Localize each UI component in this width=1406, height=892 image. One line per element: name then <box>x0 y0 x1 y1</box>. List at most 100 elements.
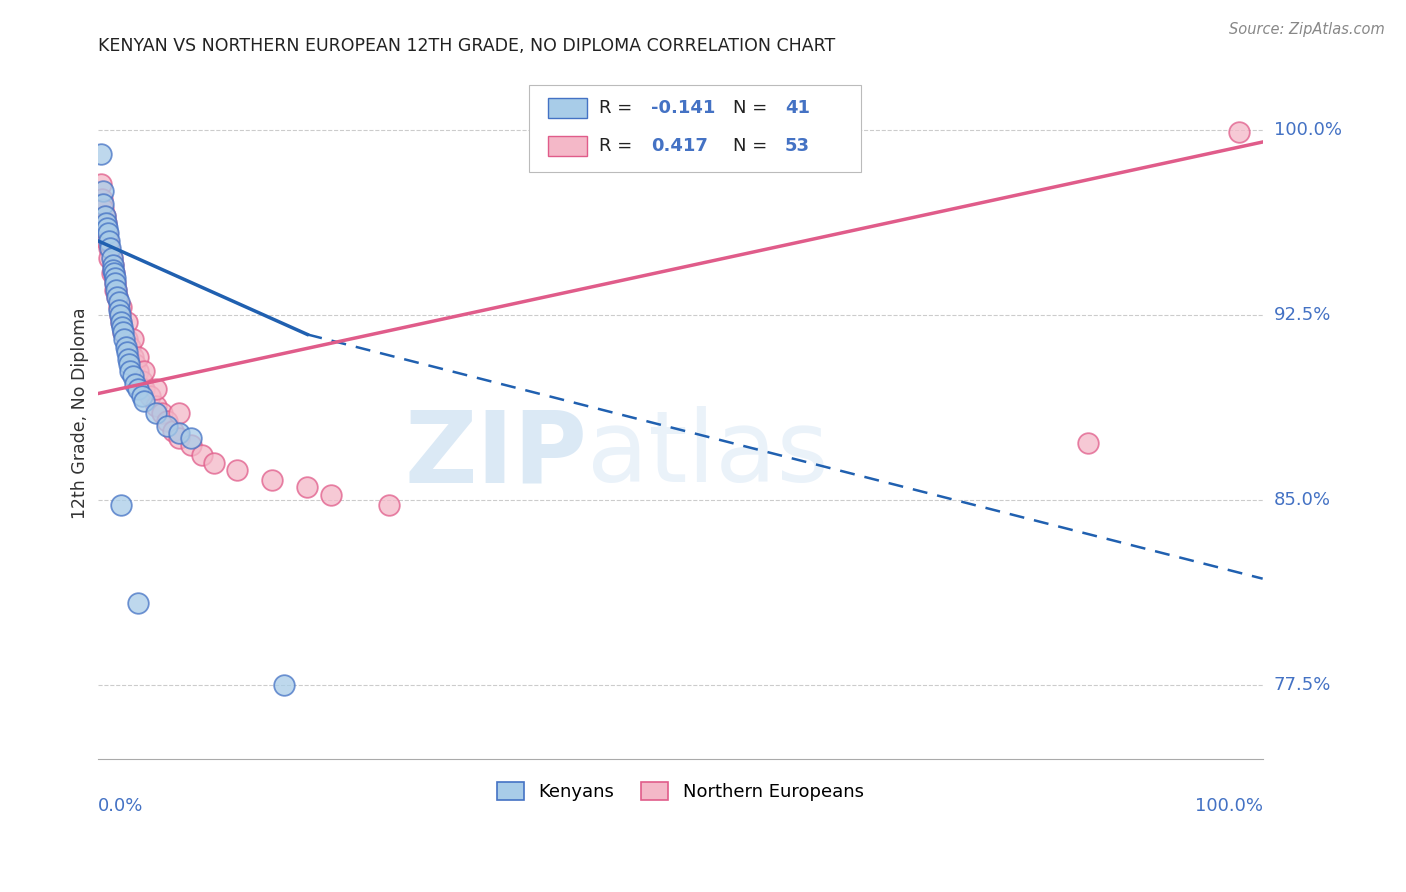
Point <box>104 276 127 290</box>
Point <box>115 344 138 359</box>
Point <box>127 364 149 378</box>
Point <box>156 418 179 433</box>
Point <box>93 209 115 223</box>
Point <box>98 234 121 248</box>
Text: 0.0%: 0.0% <box>97 797 143 814</box>
Text: KENYAN VS NORTHERN EUROPEAN 12TH GRADE, NO DIPLOMA CORRELATION CHART: KENYAN VS NORTHERN EUROPEAN 12TH GRADE, … <box>97 37 835 55</box>
Text: atlas: atlas <box>586 407 828 503</box>
Point <box>134 382 156 396</box>
Point <box>112 325 135 339</box>
Point <box>105 283 128 297</box>
Point <box>202 456 225 470</box>
Point <box>121 350 143 364</box>
Point <box>90 147 112 161</box>
Point <box>115 315 138 329</box>
Point <box>167 406 190 420</box>
Point <box>90 177 112 191</box>
FancyBboxPatch shape <box>548 98 586 118</box>
Point <box>115 332 138 346</box>
Point <box>91 192 114 206</box>
Point <box>108 308 131 322</box>
Point <box>120 340 142 354</box>
Point <box>107 300 129 314</box>
Point <box>107 295 129 310</box>
Point <box>98 241 121 255</box>
Point <box>180 438 202 452</box>
Point <box>104 270 127 285</box>
Point <box>127 350 149 364</box>
Text: -0.141: -0.141 <box>651 99 716 117</box>
Point <box>162 424 184 438</box>
Point <box>94 216 117 230</box>
Point <box>96 227 118 241</box>
Point <box>131 389 153 403</box>
Point <box>1227 125 1250 139</box>
Text: N =: N = <box>733 137 772 155</box>
Point <box>112 325 135 339</box>
Point <box>105 283 128 297</box>
Point <box>145 406 167 420</box>
Point <box>156 414 179 428</box>
Text: 77.5%: 77.5% <box>1274 676 1331 694</box>
Text: Source: ZipAtlas.com: Source: ZipAtlas.com <box>1229 22 1385 37</box>
Point <box>110 315 132 329</box>
Point <box>105 290 128 304</box>
Point <box>226 463 249 477</box>
Text: N =: N = <box>733 99 772 117</box>
Point <box>101 263 124 277</box>
Point <box>97 234 120 248</box>
Point <box>273 678 295 692</box>
Text: 92.5%: 92.5% <box>1274 306 1331 324</box>
Point <box>100 266 122 280</box>
Point <box>103 266 125 280</box>
Point <box>105 290 128 304</box>
Point <box>110 300 132 314</box>
Point <box>167 426 190 441</box>
Point <box>134 394 156 409</box>
Text: 85.0%: 85.0% <box>1274 491 1331 508</box>
Point <box>127 596 149 610</box>
Point <box>124 357 146 371</box>
Point <box>134 364 156 378</box>
Point <box>114 340 136 354</box>
Point <box>100 251 122 265</box>
Point <box>110 315 132 329</box>
Point <box>117 352 139 367</box>
Point <box>145 399 167 413</box>
Point <box>110 498 132 512</box>
Legend: Kenyans, Northern Europeans: Kenyans, Northern Europeans <box>489 775 870 808</box>
Point <box>120 364 142 378</box>
Point <box>98 251 121 265</box>
Point <box>104 283 127 297</box>
Point <box>111 320 134 334</box>
Point <box>121 332 143 346</box>
Point <box>112 332 135 346</box>
Point <box>150 406 173 420</box>
Point <box>97 227 120 241</box>
Point <box>378 498 401 512</box>
Point <box>94 216 117 230</box>
FancyBboxPatch shape <box>548 136 586 156</box>
Y-axis label: 12th Grade, No Diploma: 12th Grade, No Diploma <box>72 308 89 519</box>
Point <box>127 382 149 396</box>
Point <box>103 266 125 280</box>
Point <box>297 480 319 494</box>
Point <box>121 369 143 384</box>
Point <box>93 196 115 211</box>
Point <box>124 376 146 391</box>
Point <box>93 216 115 230</box>
FancyBboxPatch shape <box>529 86 860 171</box>
Point <box>101 258 124 272</box>
Point <box>262 473 284 487</box>
Point <box>167 431 190 445</box>
Text: R =: R = <box>599 99 637 117</box>
Text: 0.417: 0.417 <box>651 137 707 155</box>
Point <box>104 276 127 290</box>
Text: ZIP: ZIP <box>404 407 586 503</box>
Text: 41: 41 <box>785 99 810 117</box>
Point <box>101 258 124 272</box>
Point <box>131 374 153 388</box>
Text: 53: 53 <box>785 137 810 155</box>
Point <box>93 209 115 223</box>
Point <box>319 488 342 502</box>
